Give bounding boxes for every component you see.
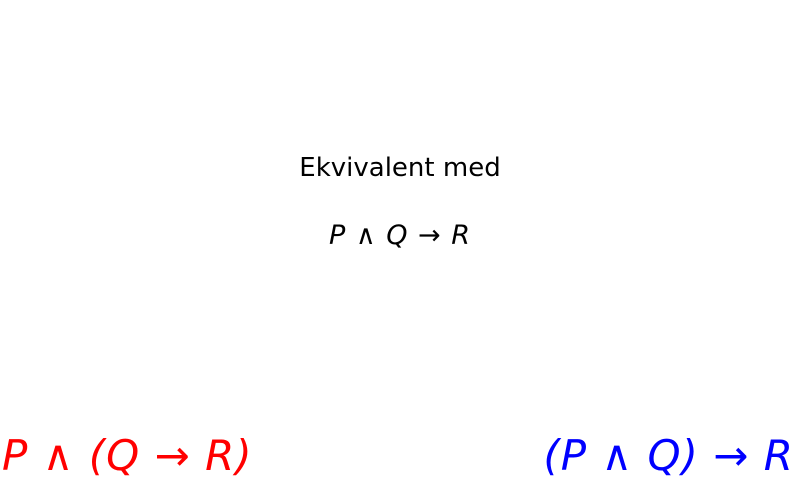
center-formula: P ∧ Q → R — [328, 220, 471, 251]
left-formula: P ∧ (Q → R) — [2, 431, 253, 480]
right-formula: (P ∧ Q) → R — [543, 431, 794, 480]
slide-heading: Ekvivalent med — [299, 153, 501, 183]
